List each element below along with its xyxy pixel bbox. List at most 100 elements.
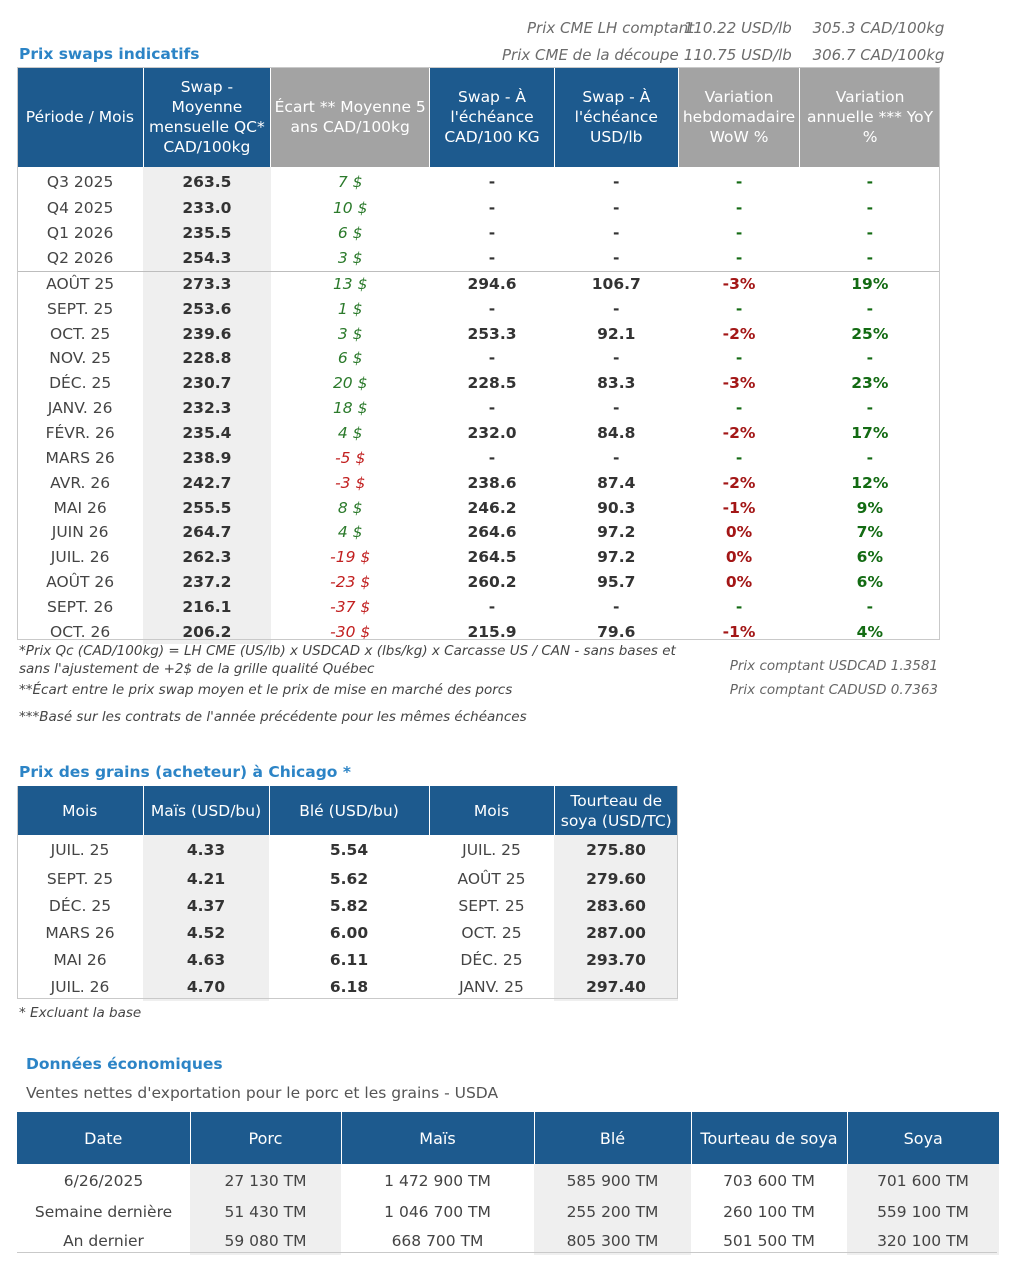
fx-usdcad: Prix comptant USDCAD 1.3581 [729,658,938,674]
gap-cell: 6 $ [337,224,363,243]
swap-cad-cell: - [488,448,496,467]
note-yoy: ***Basé sur les contrats de l'année préc… [19,709,527,725]
corn-cell: 4.37 [143,892,269,920]
wow-cell: - [735,199,743,218]
grain-month-cell: DÉC. 25 [48,896,112,915]
grain-month-cell: JUIL. 26 [50,978,110,997]
period-cell: JUIN 26 [51,523,109,542]
wow-cell: -1% [722,498,756,517]
corn-cell: 4.33 [143,835,269,865]
swap-cad-cell: 246.2 [467,498,517,517]
meal-cell: 275.80 [554,835,678,865]
swap-row: Q4 2025 233.0 10 $ - - - - [17,196,940,221]
grains-table-border [17,786,678,999]
swap-usd-cell: - [613,172,620,191]
cme-cut-label: Prix CME de la découpe [502,46,679,64]
swap-monthly-cell: 233.0 [143,196,271,221]
grain-row: MARS 26 4.52 6.00 OCT. 25 287.00 [17,919,678,947]
cme-cut-cad: 306.7 CAD/100kg [812,46,945,64]
wow-cell: -3% [722,374,756,393]
swap-cad-cell: 264.6 [467,523,517,542]
eco-pork-cell: 51 430 TM [190,1197,341,1226]
gap-cell: 3 $ [337,324,363,343]
swap-usd-cell: - [613,399,620,418]
swap-usd-cell: 97.2 [597,523,636,542]
swap-row: FÉVR. 26 235.4 4 $ 232.0 84.8 -2% 17% [17,420,940,446]
grain-month-cell: JUIL. 25 [50,841,110,859]
col-period: Période / Mois [17,67,144,167]
swap-cad-cell: 215.9 [467,622,517,641]
swap-row: Q1 2026 235.5 6 $ - - - - [17,220,940,246]
grains-note: * Excluant la base [19,1005,142,1021]
grains-title: Prix des grains (acheteur) à Chicago * [19,763,351,781]
wow-cell: - [735,448,743,467]
yoy-cell: - [866,349,874,368]
yoy-cell: 17% [851,424,889,443]
gap-cell: 13 $ [270,270,430,297]
wow-cell: - [735,349,743,368]
swap-row: AVR. 26 242.7 -3 $ 238.6 87.4 -2% 12% [17,470,940,496]
swap-usd-cell: - [613,299,620,318]
gap-cell: -19 $ [330,548,371,567]
corn-cell: 4.21 [143,865,269,893]
swap-row: Q3 2025 263.5 7 $ - - - - [17,167,940,196]
gap-cell: 6 $ [337,349,363,368]
eco-pork-cell: 59 080 TM [190,1226,341,1255]
swap-cad-cell: 232.0 [467,424,517,443]
yoy-cell: 4% [856,622,883,641]
yoy-cell: 25% [851,324,889,343]
meal-cell: 297.40 [554,973,678,1001]
yoy-cell: - [866,249,874,268]
cme-spot-label: Prix CME LH comptant [527,19,695,37]
cme-spot-usd: 110.22 USD/lb [683,19,792,37]
swap-row: AOÛT 25 273.3 13 $294.6 106.7 -3% 19% [17,270,940,297]
eco-date-cell: 6/26/2025 [63,1171,144,1190]
eco-meal-cell: 260 100 TM [723,1202,815,1221]
wow-cell: - [735,597,743,616]
eco-soy-cell: 320 100 TM [847,1226,999,1255]
grains-col-month: Mois [17,786,143,835]
wow-cell: -3% [678,270,800,297]
swap-monthly-cell: 263.5 [143,167,271,196]
wow-cell: 0% [725,573,753,592]
grain-month-cell: MARS 26 [45,923,115,942]
swap-cad-cell: 260.2 [467,573,517,592]
swap-row: SEPT. 26 216.1 -37 $ - - - - [17,594,940,620]
yoy-cell: - [866,399,874,418]
swap-cad-cell: - [488,249,496,268]
col-gap: Écart ** Moyenne 5 ans CAD/100kg [270,67,430,167]
yoy-cell: - [866,299,874,318]
eco-date-cell: An dernier [63,1231,144,1250]
eco-meal-cell: 703 600 TM [723,1171,815,1190]
period-cell: AOÛT 25 [17,270,144,297]
yoy-cell: 9% [856,498,883,517]
period-cell: NOV. 25 [49,349,111,368]
swap-row: SEPT. 25 253.6 1 $ - - - - [17,296,940,322]
swap-usd-cell: - [613,597,620,616]
period-cell: MARS 26 [45,448,115,467]
meal-cell: 283.60 [554,892,678,920]
grains-col-meal: Tourteau de soya (USD/TC) [553,786,678,835]
eco-title: Données économiques [26,1055,223,1073]
swap-monthly-cell: 235.4 [143,420,271,446]
grain-month-cell: MAI 26 [53,951,107,970]
grain-row: JUIL. 26 4.70 6.18 JANV. 25 297.40 [17,973,678,1001]
swap-monthly-cell: 262.3 [143,544,271,570]
period-cell: JUIL. 26 [50,548,110,567]
swap-row: MAI 26 255.5 8 $ 246.2 90.3 -1% 9% [17,495,940,520]
eco-header-row: Date Porc Maïs Blé Tourteau de soya Soya [17,1112,999,1164]
swap-cad-cell: - [488,597,496,616]
swap-row: MARS 26 238.9 -5 $ - - - - [17,445,940,471]
swap-usd-cell: - [613,224,620,243]
swap-usd-cell: 92.1 [597,324,636,343]
period-cell: DÉC. 25 [49,374,112,393]
period-cell: SEPT. 26 [47,597,114,616]
eco-table-border [17,1112,997,1253]
eco-col-soy: Soya [846,1112,999,1164]
gap-cell: -23 $ [330,573,371,592]
swap-monthly-cell: 237.2 [143,569,271,595]
period-cell: JANV. 26 [47,399,113,418]
note-qc-price: *Prix Qc (CAD/100kg) = LH CME (US/lb) x … [19,642,676,678]
wow-cell: 0% [725,548,753,567]
period-cell: OCT. 25 [50,324,111,343]
